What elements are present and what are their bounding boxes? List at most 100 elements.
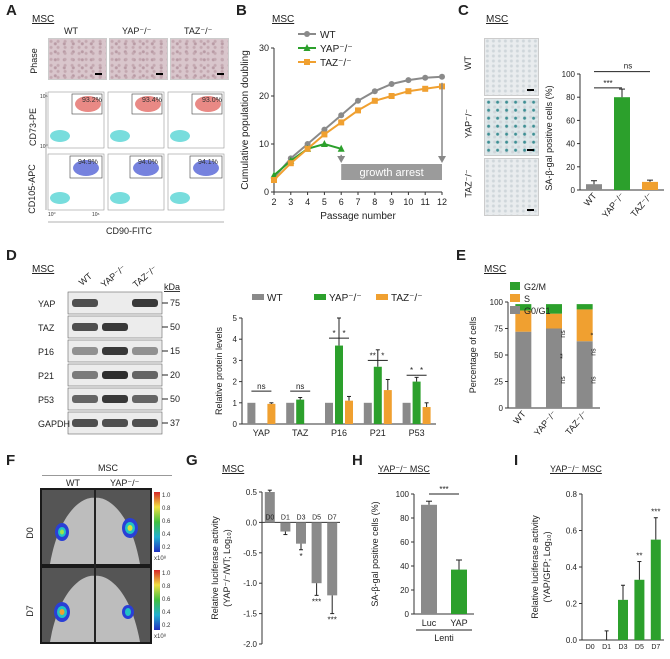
i-y-axis-label-line2: (YAP/GFP; Log₁₀) xyxy=(542,531,552,602)
panel-c-row-wt: WT xyxy=(463,56,473,70)
g-bar-4 xyxy=(327,522,338,596)
b-legend-label-1: YAP⁻/⁻ xyxy=(320,44,353,55)
i-bar-4 xyxy=(650,539,661,640)
sa-gal-image-wt xyxy=(484,38,539,96)
luciferase-signal-wt-d7 xyxy=(54,602,70,622)
b-point-2-3 xyxy=(321,131,328,138)
e-sig-label-2: ns xyxy=(560,376,567,384)
luciferase-signal-yap-d7 xyxy=(122,605,134,619)
d-sig-label-3: * xyxy=(342,329,345,338)
b-point-2-1 xyxy=(287,160,294,167)
b-point-0-3 xyxy=(321,126,328,133)
blot-band-3-1 xyxy=(102,371,128,379)
flow-pct-cd105-wt: 94.9% xyxy=(78,159,98,166)
d-x-label-3: P21 xyxy=(370,428,386,438)
panel-f-row-d7: D7 xyxy=(25,605,35,617)
c-y-tick-label-1: 20 xyxy=(566,163,575,172)
flow-axis-tick-x0: 10⁰ xyxy=(48,212,56,218)
e-bar-2-1 xyxy=(576,309,593,342)
g-x-label-1: D1 xyxy=(281,514,290,521)
b-point-2-2 xyxy=(304,145,311,152)
e-x-label-2: TAZ⁻/⁻ xyxy=(563,409,589,437)
panel-i-cell-label: YAP⁻/⁻ MSC xyxy=(550,464,602,474)
i-x-label-2: D3 xyxy=(619,644,628,651)
blot-band-4-1 xyxy=(102,395,128,403)
blot-kda-4: 50 xyxy=(170,394,180,404)
b-y-tick-label-0: 0 xyxy=(264,187,269,197)
panel-b-cell-label: MSC xyxy=(272,14,295,25)
d-bar-3-2 xyxy=(383,390,392,424)
b-series-line-0 xyxy=(273,75,443,179)
e-bar-2-0 xyxy=(576,341,593,408)
h-x-axis-label: Lenti xyxy=(434,633,454,643)
i-sig-label-4: *** xyxy=(651,508,660,517)
blot-col-taz: TAZ⁻/⁻ xyxy=(131,264,159,290)
scale-label-d0-3: 0.6 xyxy=(162,519,171,525)
i-bar-2 xyxy=(618,599,628,640)
h-y-tick-label-5: 100 xyxy=(396,490,410,499)
i-x-label-0: D0 xyxy=(586,644,595,651)
d-legend-swatch-0 xyxy=(252,294,264,300)
flow-plot-cd73-yap xyxy=(107,91,165,149)
panel-c-row-yap: YAP⁻/⁻ xyxy=(463,108,474,139)
i-y-tick-label-0: 0.0 xyxy=(566,636,578,645)
d-bar-4-2 xyxy=(422,407,431,424)
i-sig-label-3: ** xyxy=(636,552,642,561)
g-y-tick-label-2: -0.5 xyxy=(243,549,257,558)
e-sig-label-5: ns xyxy=(591,376,598,384)
e-sig-label-1: ns xyxy=(560,330,567,338)
c-bar-0 xyxy=(586,184,602,190)
b-y-tick-label-2: 20 xyxy=(259,91,269,101)
panel-a-x-label: CD90-FITC xyxy=(106,226,153,236)
e-x-label-1: YAP⁻/⁻ xyxy=(532,409,559,438)
b-legend-label-2: TAZ⁻/⁻ xyxy=(320,58,351,69)
blot-band-4-0 xyxy=(72,395,98,403)
panel-a-cell-label: MSC xyxy=(32,14,55,25)
d-x-label-4: P53 xyxy=(409,428,425,438)
d-legend-swatch-2 xyxy=(376,294,388,300)
panel-f-col-yap: YAP⁻/⁻ xyxy=(110,478,140,488)
blot-kda-label: kDa xyxy=(164,282,180,292)
d-y-tick-label-3: 3 xyxy=(233,356,238,365)
e-sig-label-3: * xyxy=(591,332,598,335)
h-y-tick-label-4: 80 xyxy=(400,514,409,523)
h-bar-0 xyxy=(421,504,437,614)
scale-label-d7-4: 0.4 xyxy=(162,610,171,616)
e-y-axis-label: Percentage of cells xyxy=(468,316,478,393)
h-sig-label-0: *** xyxy=(439,485,448,494)
b-point-1-4 xyxy=(337,144,345,152)
blot-kda-3: 20 xyxy=(170,370,180,380)
g-x-label-0: D0 xyxy=(265,514,274,521)
blot-band-2-0 xyxy=(72,347,98,355)
panel-letter-h: H xyxy=(352,452,363,469)
blot-band-5-1 xyxy=(102,419,128,427)
b-point-2-7 xyxy=(388,93,395,99)
e-legend-label-0: G0/G1 xyxy=(524,306,551,316)
b-point-0-9 xyxy=(422,74,429,81)
d-bar-0-0 xyxy=(247,402,256,424)
blot-band-5-2 xyxy=(132,419,158,427)
flow-pct-cd73-yap: 93.4% xyxy=(142,97,162,104)
b-x-tick-label-9: 11 xyxy=(421,197,430,207)
d-bar-2-0 xyxy=(325,402,333,424)
b-y-axis-label: Cumulative population doubling xyxy=(240,50,251,190)
d-y-tick-label-2: 2 xyxy=(233,378,238,387)
blot-band-2-2 xyxy=(132,347,158,355)
b-point-0-10 xyxy=(439,73,445,80)
e-sig-label-4: ns xyxy=(591,348,598,356)
i-x-label-3: D5 xyxy=(635,644,644,651)
panel-a-row-cd105: CD105-APC xyxy=(27,164,37,214)
stacked-bar-cell-cycle: 0 25 50 75 100 Percentage of cells WT YAP⁻/⁻ TAZ… xyxy=(468,282,600,438)
sa-gal-image-yap xyxy=(484,98,539,156)
b-point-2-4 xyxy=(338,119,345,126)
phase-image-wt xyxy=(48,38,107,80)
g-y-axis-label-line1: Relative luciferase activity xyxy=(210,516,220,620)
g-y-tick-label-1: 0.0 xyxy=(246,518,258,527)
b-point-0-7 xyxy=(388,81,395,87)
d-sig-label-4: ** xyxy=(370,351,376,360)
c-x-label-2: TAZ⁻/⁻ xyxy=(629,191,655,219)
scale-label-d0-1: 1.0 xyxy=(162,493,171,499)
scale-label-d0-5: 0.2 xyxy=(162,545,171,551)
b-point-1-0 xyxy=(270,171,278,179)
panel-d-cell-label: MSC xyxy=(32,264,55,275)
